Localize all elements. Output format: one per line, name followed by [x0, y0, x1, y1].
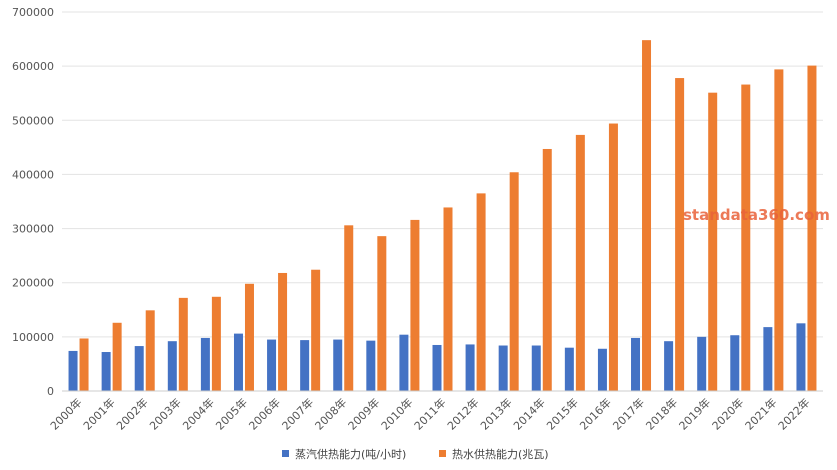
hotwater-bar-2013年	[509, 172, 519, 391]
steam-bar-2004年	[200, 337, 210, 391]
hotwater-bar-2008年	[344, 225, 354, 391]
x-tick-label: 2002年	[113, 395, 150, 432]
steam-bar-2018年	[664, 341, 674, 391]
hotwater-bar-2010年	[410, 219, 420, 391]
steam-bar-2014年	[531, 345, 541, 391]
steam-bar-2005年	[233, 333, 243, 391]
x-tick-label: 2016年	[577, 395, 614, 432]
steam-bar-2008年	[333, 339, 343, 391]
x-tick-label: 2001年	[80, 395, 117, 432]
x-tick-label: 2007年	[279, 395, 316, 432]
legend-swatch	[439, 450, 446, 457]
steam-bar-2007年	[300, 340, 310, 391]
x-tick-label: 2004年	[180, 395, 217, 432]
steam-bar-2002年	[134, 346, 144, 391]
steam-bar-2001年	[101, 352, 111, 391]
x-tick-label: 2013年	[477, 395, 514, 432]
legend-swatch	[282, 450, 289, 457]
gridlines	[62, 11, 823, 338]
steam-bar-2013年	[498, 345, 508, 391]
x-tick-label: 2000年	[47, 395, 84, 432]
x-tick-label: 2021年	[742, 395, 779, 432]
x-tick-label: 2008年	[312, 395, 349, 432]
x-tick-label: 2006年	[246, 395, 283, 432]
hotwater-bar-2000年	[79, 338, 89, 391]
x-tick-label: 2018年	[643, 395, 680, 432]
hotwater-bar-2014年	[542, 148, 552, 391]
bars	[68, 40, 817, 392]
steam-bar-2017年	[631, 337, 641, 391]
x-tick-label: 2010年	[378, 395, 415, 432]
y-tick-label: 300000	[12, 223, 54, 236]
y-tick-label: 500000	[12, 114, 54, 127]
hotwater-bar-2005年	[244, 283, 254, 391]
hotwater-bar-2022年	[807, 65, 817, 391]
y-tick-label: 100000	[12, 331, 54, 344]
y-tick-label: 700000	[12, 6, 54, 19]
steam-bar-2020年	[730, 335, 740, 391]
x-tick-label: 2015年	[543, 395, 580, 432]
steam-bar-2009年	[366, 340, 376, 391]
hotwater-bar-2017年	[642, 40, 652, 391]
y-tick-label: 200000	[12, 277, 54, 290]
hotwater-bar-2003年	[178, 297, 188, 391]
x-tick-label: 2019年	[676, 395, 713, 432]
steam-bar-2011年	[432, 344, 442, 391]
y-tick-label: 400000	[12, 168, 54, 181]
legend-label: 蒸汽供热能力(吨/小时)	[295, 447, 406, 461]
hotwater-bar-2015年	[575, 134, 585, 391]
steam-bar-2015年	[564, 347, 574, 391]
x-tick-label: 2020年	[709, 395, 746, 432]
y-tick-label: 0	[47, 385, 54, 398]
steam-bar-2021年	[763, 327, 773, 391]
hotwater-bar-2011年	[443, 207, 453, 391]
hotwater-bar-2019年	[708, 92, 718, 392]
hotwater-bar-2004年	[211, 296, 221, 391]
steam-bar-2019年	[697, 336, 707, 391]
x-axis-ticks: 2000年2001年2002年2003年2004年2005年2006年2007年…	[47, 395, 812, 432]
hotwater-bar-2006年	[278, 272, 288, 391]
x-tick-label: 2011年	[411, 395, 448, 432]
steam-bar-2016年	[597, 348, 607, 391]
steam-bar-2006年	[267, 339, 277, 391]
hotwater-bar-2012年	[476, 193, 486, 391]
hotwater-bar-2002年	[145, 310, 155, 391]
steam-bar-2012年	[465, 344, 475, 391]
y-axis-ticks: 0 100000 200000 300000 400000 500000 600000 700…	[12, 6, 54, 398]
steam-bar-2003年	[167, 341, 177, 391]
hotwater-bar-2007年	[311, 269, 321, 391]
hotwater-bar-2018年	[675, 78, 685, 391]
legend: 蒸汽供热能力(吨/小时) 热水供热能力(兆瓦)	[282, 447, 549, 461]
x-tick-label: 2009年	[345, 395, 382, 432]
y-tick-label: 600000	[12, 60, 54, 73]
steam-bar-2000年	[68, 350, 78, 391]
x-tick-label: 2012年	[444, 395, 481, 432]
hotwater-bar-2021年	[774, 69, 784, 392]
hotwater-bar-2020年	[741, 84, 751, 392]
steam-bar-2010年	[399, 334, 409, 391]
legend-label: 热水供热能力(兆瓦)	[452, 447, 549, 461]
x-tick-label: 2005年	[213, 395, 250, 432]
x-tick-label: 2014年	[510, 395, 547, 432]
hotwater-bar-2016年	[608, 123, 618, 391]
steam-bar-2022年	[796, 323, 806, 391]
x-tick-label: 2022年	[775, 395, 812, 432]
x-tick-label: 2017年	[610, 395, 647, 432]
watermark-text: standata360.com	[683, 206, 830, 224]
x-tick-label: 2003年	[146, 395, 183, 432]
hotwater-bar-2009年	[377, 236, 387, 391]
hotwater-bar-2001年	[112, 322, 122, 391]
